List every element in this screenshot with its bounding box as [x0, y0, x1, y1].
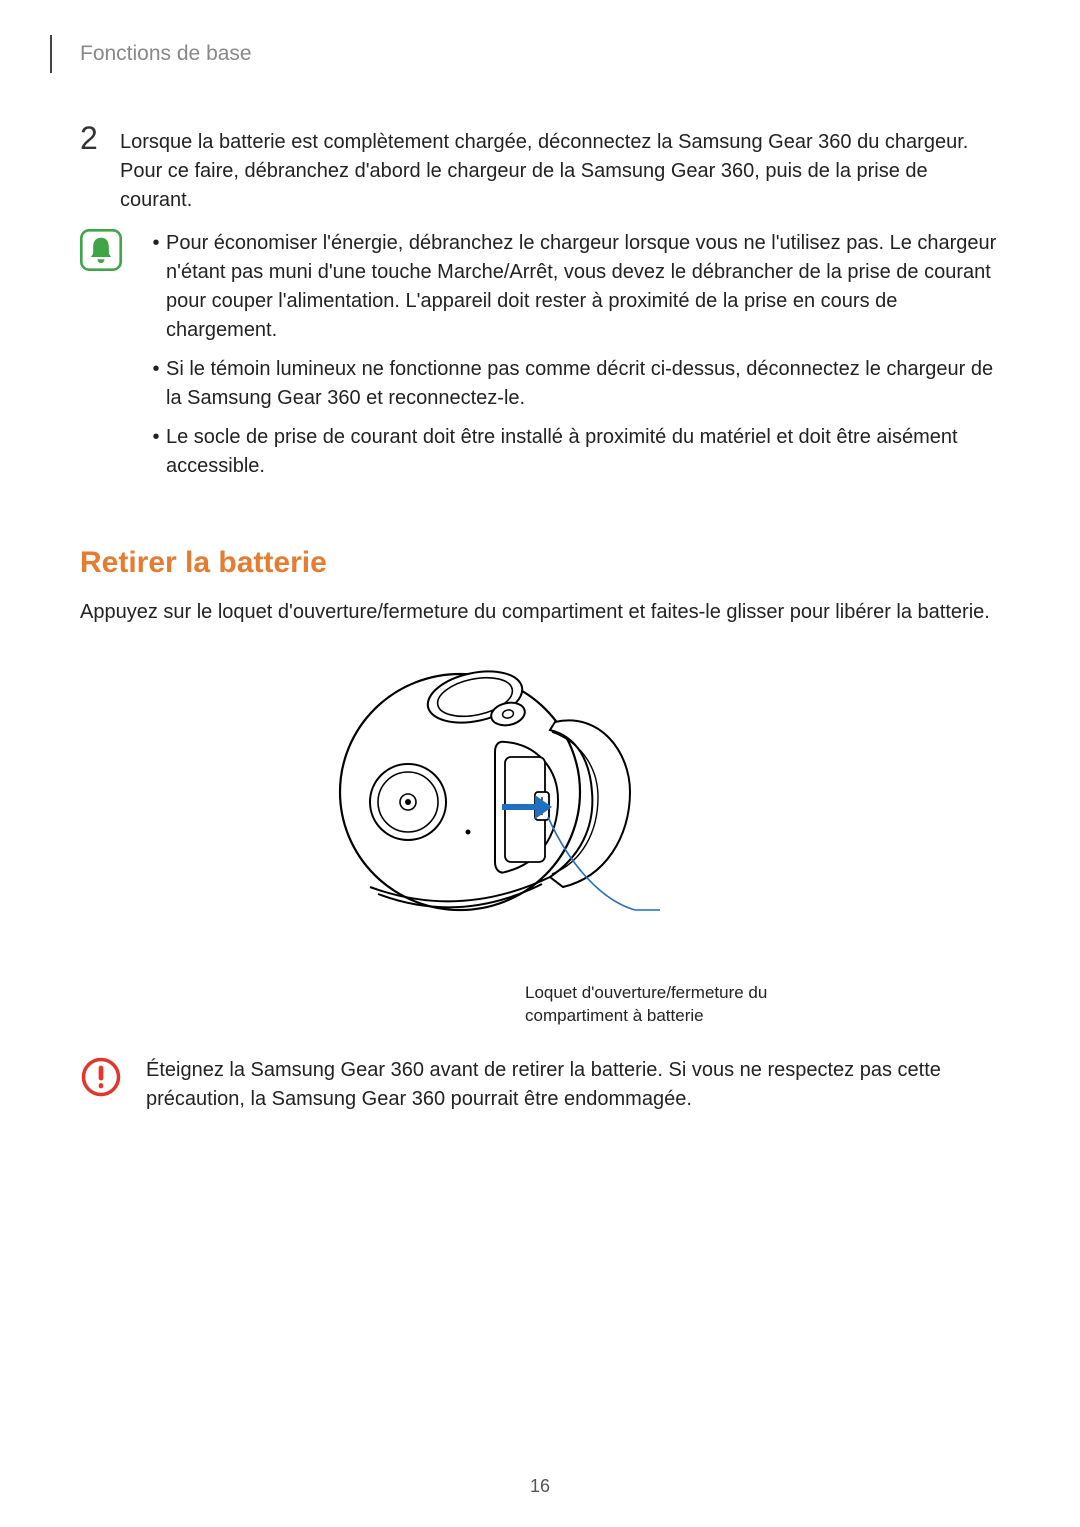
- bell-note-icon: [80, 229, 122, 271]
- numbered-step-2: 2 Lorsque la batterie est complètement c…: [80, 128, 1000, 215]
- gear-360-illustration: [300, 652, 780, 962]
- step-text: Lorsque la batterie est complètement cha…: [120, 128, 1000, 215]
- chapter-header: Fonctions de base: [50, 35, 1000, 73]
- warning-callout: Éteignez la Samsung Gear 360 avant de re…: [80, 1056, 1000, 1114]
- bullet-text: Le socle de prise de courant doit être i…: [166, 423, 1000, 481]
- section-heading: Retirer la batterie: [80, 546, 1000, 580]
- bullet-marker: •: [146, 229, 166, 258]
- note-callout: • Pour économiser l'énergie, débranchez …: [80, 229, 1000, 491]
- note-bullet-2: • Si le témoin lumineux ne fonctionne pa…: [146, 355, 1000, 413]
- diagram-caption: Loquet d'ouverture/fermeture du comparti…: [525, 982, 785, 1028]
- battery-diagram: [80, 652, 1000, 962]
- note-bullet-3: • Le socle de prise de courant doit être…: [146, 423, 1000, 481]
- bullet-marker: •: [146, 355, 166, 384]
- page-number: 16: [0, 1476, 1080, 1497]
- chapter-rule: [50, 35, 52, 73]
- bullet-text: Si le témoin lumineux ne fonctionne pas …: [166, 355, 1000, 413]
- warning-text: Éteignez la Samsung Gear 360 avant de re…: [146, 1056, 1000, 1114]
- bullet-marker: •: [146, 423, 166, 452]
- bullet-text: Pour économiser l'énergie, débranchez le…: [166, 229, 1000, 345]
- chapter-title: Fonctions de base: [80, 42, 252, 66]
- section-body: Appuyez sur le loquet d'ouverture/fermet…: [80, 598, 1000, 627]
- note-bullet-1: • Pour économiser l'énergie, débranchez …: [146, 229, 1000, 345]
- step-number: 2: [80, 122, 120, 154]
- warning-icon: [80, 1056, 122, 1098]
